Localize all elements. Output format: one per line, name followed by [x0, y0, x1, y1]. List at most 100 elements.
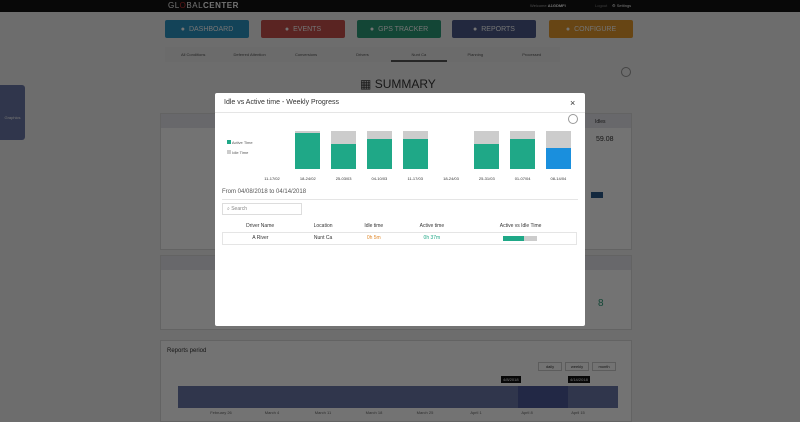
modal-title: Idle vs Active time - Weekly Progress: [215, 93, 585, 113]
timeline-label: March 4: [264, 410, 280, 415]
bar-active[interactable]: [474, 144, 500, 169]
active-vs-idle-bar: [465, 232, 577, 244]
nav-dashboard[interactable]: ● DASHBOARD: [165, 20, 249, 38]
bar-idle[interactable]: [510, 131, 536, 140]
subtab[interactable]: Drivers: [356, 52, 369, 57]
timeline-label: March 11: [314, 410, 332, 415]
top-bar: GLOBALCENTER Welcome A1GDMFI Logout ⚙ Se…: [0, 0, 800, 12]
nav-label: REPORTS: [481, 25, 515, 33]
x-tick-label: 08-14/04: [550, 176, 567, 181]
logout-link[interactable]: Logout: [595, 3, 608, 8]
subtab[interactable]: Nunt Ca: [390, 47, 448, 62]
column-header[interactable]: Idle time: [364, 222, 384, 229]
nav-label: CONFIGURE: [574, 25, 617, 33]
bar-active[interactable]: [545, 148, 571, 169]
column-header[interactable]: Active time: [419, 222, 445, 229]
subtab[interactable]: Planning: [467, 52, 484, 57]
weekly-progress-modal: Idle vs Active time - Weekly Progress × …: [215, 93, 585, 326]
pie-chart-icon: ●: [473, 25, 478, 33]
subtab[interactable]: All Conditions: [180, 52, 206, 57]
subtab[interactable]: Conversions: [294, 52, 318, 57]
subtab[interactable]: Processed: [522, 52, 542, 57]
active-fill: [503, 235, 524, 241]
bar-idle[interactable]: [402, 131, 428, 140]
period-month-button[interactable]: month: [592, 362, 616, 371]
bar-active[interactable]: [510, 139, 536, 169]
legend-item: Idle Time: [227, 150, 248, 155]
page-title: ▦ SUMMARY: [360, 77, 436, 91]
reports-period-title: Reports period: [167, 348, 207, 354]
x-tick-label: 18-24/02: [299, 176, 316, 181]
timeline-label: March 18: [365, 410, 383, 415]
reports-period-panel: Reports period daily weekly month 4/8/2018 4…: [160, 340, 632, 422]
driver-name: A River: [252, 235, 269, 241]
timeline-label: April 8: [521, 410, 533, 415]
bar-idle[interactable]: [331, 131, 357, 145]
x-tick-label: 25-31/03: [478, 176, 495, 181]
bar-idle[interactable]: [545, 131, 571, 149]
timeline-bar[interactable]: [178, 386, 618, 408]
legend-swatch: [227, 150, 231, 154]
x-tick-label: 11-17/02: [264, 176, 280, 181]
timeline-label: March 25: [416, 410, 434, 415]
close-icon[interactable]: ×: [570, 98, 576, 108]
dashboard-icon: ●: [180, 25, 185, 33]
stat-value: 8: [598, 298, 604, 309]
brand-logo: GLOBALCENTER: [168, 1, 239, 10]
range-marker[interactable]: 4/8/2018: [501, 376, 521, 383]
subtab[interactable]: Deferred Attention: [233, 52, 266, 57]
bar-idle[interactable]: [366, 131, 392, 139]
table-row[interactable]: A River Nunt Ca 0h 5m 0h 37m: [222, 232, 577, 244]
nav-events[interactable]: ● EVENTS: [261, 20, 345, 38]
bar-active[interactable]: [366, 138, 392, 169]
bar-active[interactable]: [331, 144, 357, 169]
active-time: 0h 37m: [423, 235, 441, 241]
legend-label: Idle Time: [232, 150, 249, 155]
welcome-text: Welcome A1GDMFI: [530, 3, 566, 8]
column-header[interactable]: Location: [313, 222, 333, 229]
bar-idle[interactable]: [474, 131, 500, 145]
warning-icon: ●: [284, 25, 290, 33]
stacked-bar-chart: Active Time Idle Time 11-17/02 18-24/02 25-…: [215, 93, 585, 193]
nav-label: DASHBOARD: [188, 25, 234, 33]
timeline-label: April 1: [470, 410, 482, 415]
summary-value: 59.08: [596, 136, 614, 143]
progress-bar: [591, 192, 603, 198]
nav-reports[interactable]: ● REPORTS: [452, 20, 536, 38]
settings-link[interactable]: ⚙ Settings: [612, 3, 632, 8]
drivers-table: Driver Name Location Idle time Active time A…: [222, 220, 577, 245]
range-marker[interactable]: 4/14/2018: [568, 376, 590, 383]
nav-label: GPS TRACKER: [378, 25, 429, 33]
bar-active[interactable]: [402, 139, 428, 169]
export-icon[interactable]: [621, 67, 631, 77]
column-header[interactable]: Driver Name: [246, 222, 275, 229]
x-tick-label: 18-24/03: [443, 176, 459, 181]
timeline-label: February 26: [210, 410, 232, 415]
gear-icon: ⚙: [612, 3, 616, 8]
x-tick-label: 01-07/04: [514, 176, 531, 181]
bar-active[interactable]: [295, 132, 321, 169]
idles-label: Idles: [595, 119, 606, 125]
sub-tabs: All Conditions Deferred Attention Conversi…: [165, 47, 560, 62]
legend-label: Active Time: [231, 140, 253, 145]
date-range: From 04/08/2018 to 04/14/2018: [222, 189, 307, 195]
location: Nunt Ca: [313, 235, 333, 241]
location-icon: ●: [369, 25, 375, 33]
bar-idle[interactable]: [295, 131, 321, 133]
export-icon[interactable]: [568, 114, 578, 124]
x-tick-label: 25-03/03: [335, 176, 352, 181]
idle-time: 0h 5m: [366, 235, 381, 241]
search-icon: ⌕: [227, 206, 230, 212]
timeline-selection[interactable]: [518, 386, 568, 408]
column-header[interactable]: Active vs Idle Time: [499, 222, 542, 229]
side-tab-graphics[interactable]: Graphics: [0, 85, 25, 140]
nav-label: EVENTS: [293, 25, 322, 33]
search-input[interactable]: ⌕ Search: [222, 203, 302, 215]
divider: [222, 199, 578, 200]
nav-gps-tracker[interactable]: ● GPS TRACKER: [357, 20, 441, 38]
legend-item: Active Time: [227, 140, 253, 145]
timeline-label: April 15: [571, 410, 585, 415]
nav-configure[interactable]: ● CONFIGURE: [549, 20, 633, 38]
period-daily-button[interactable]: daily: [538, 362, 562, 371]
period-weekly-button[interactable]: weekly: [565, 362, 589, 371]
